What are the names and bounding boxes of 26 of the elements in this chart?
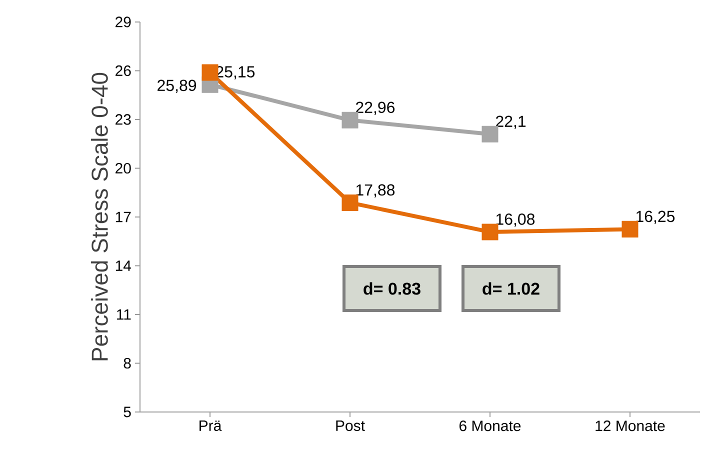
data-label: 16,25 — [636, 210, 675, 224]
y-tick-label: 17 — [116, 212, 131, 222]
y-tick-label: 26 — [116, 65, 131, 76]
point — [622, 220, 638, 238]
y-tick-label: 8 — [124, 358, 131, 369]
data-label: 17,88 — [356, 184, 395, 198]
y-axis-title: Perceived Stress Scale 0-40 — [91, 72, 108, 360]
data-label: 22,1 — [496, 116, 526, 129]
annotation: d= 0.83 — [364, 282, 420, 295]
y-tick-label: 20 — [116, 162, 131, 174]
x-tick-label: 12 Monate — [596, 420, 665, 432]
y-tick-label: 29 — [116, 16, 131, 28]
x-tick-label: Prä — [200, 420, 222, 431]
y-tick-label: 11 — [117, 309, 131, 320]
x-tick-label: 6 Monate — [460, 420, 521, 432]
y-tick-label: 5 — [124, 406, 131, 418]
point — [482, 224, 498, 240]
data-label: 16,08 — [496, 214, 535, 227]
point — [202, 64, 218, 81]
x-tick-label: Post — [336, 420, 365, 431]
point — [342, 194, 358, 211]
data-label: 25,89 — [158, 80, 196, 93]
y-tick-label: 14 — [116, 260, 132, 271]
annotation: d= 1.02 — [482, 282, 540, 295]
data-label: 22,96 — [356, 102, 395, 115]
y-tick-label: 23 — [116, 114, 131, 125]
